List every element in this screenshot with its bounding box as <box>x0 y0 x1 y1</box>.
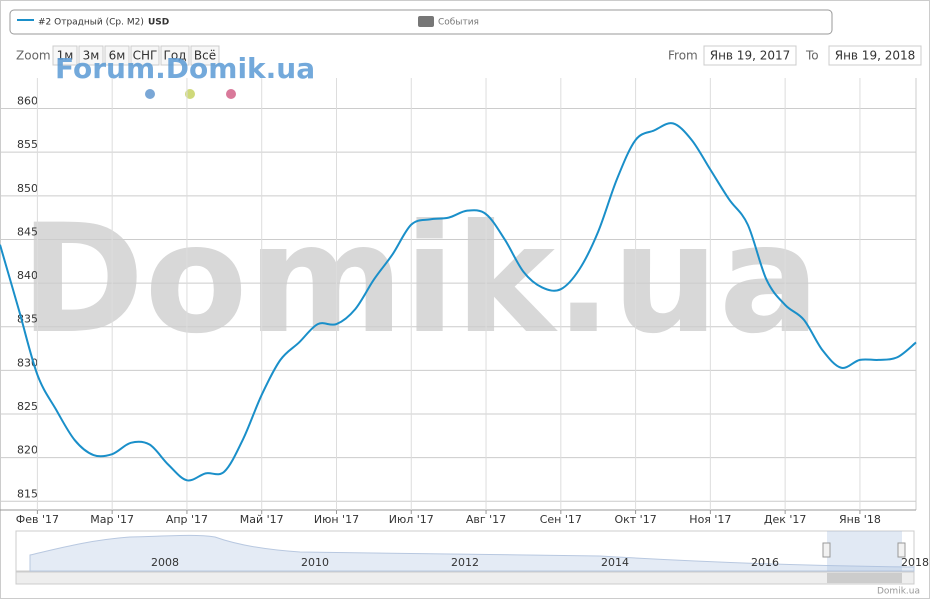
to-input-box <box>828 45 922 66</box>
x-tick-label: Авг '17 <box>466 513 506 526</box>
from-label: From <box>668 49 698 63</box>
zoom-button[interactable] <box>160 45 190 66</box>
zoom-button[interactable] <box>78 45 104 66</box>
x-tick-label: Апр '17 <box>166 513 208 526</box>
y-tick-label: 850 <box>17 182 38 195</box>
x-tick-label: Дек '17 <box>764 513 807 526</box>
zoom-button-label[interactable]: СНГ <box>133 49 158 63</box>
from-input-box <box>703 45 797 66</box>
legend-label[interactable]: #2 Отрадный (Ср. М2) <box>38 18 144 28</box>
x-tick-label: Ноя '17 <box>689 513 731 526</box>
dot <box>185 89 195 99</box>
navigator-year: 2016 <box>751 556 779 569</box>
dot <box>226 89 236 99</box>
series-line <box>0 122 917 482</box>
zoom-button-label[interactable]: 3м <box>83 49 100 63</box>
zoom-button[interactable] <box>130 45 160 66</box>
navigator-handle[interactable] <box>822 542 831 558</box>
navigator-year: 2014 <box>601 556 629 569</box>
zoom-button-label[interactable]: Год <box>164 49 187 63</box>
zoom-button[interactable] <box>52 45 78 66</box>
navigator-labels: 2008 2010 2012 2014 2016 2018 <box>151 556 929 569</box>
x-tick-label: Сен '17 <box>540 513 582 526</box>
navigator-year: 2010 <box>301 556 329 569</box>
y-tick-label: 825 <box>17 400 38 413</box>
y-tick-label: 860 <box>17 95 38 108</box>
watermark-small: Forum.Domik.ua <box>55 52 315 85</box>
zoom-button-label[interactable]: 6м <box>109 49 126 63</box>
to-label: To <box>805 49 819 63</box>
zoom-button-label[interactable]: 1м <box>57 49 74 63</box>
x-tick-label: Мар '17 <box>90 513 134 526</box>
navigator-window[interactable] <box>827 531 902 571</box>
zoom-label: Zoom <box>16 49 51 63</box>
dot <box>145 89 155 99</box>
navigator-area <box>29 534 915 572</box>
y-tick-label: 845 <box>17 225 38 238</box>
y-tick-label: 855 <box>17 138 38 151</box>
events-label[interactable]: События <box>438 18 479 28</box>
from-input[interactable]: Янв 19, 2017 <box>710 49 791 63</box>
zoom-button[interactable] <box>190 45 220 66</box>
navigator-handle[interactable] <box>897 542 906 558</box>
scrollbar-thumb[interactable] <box>827 573 902 583</box>
legend-unit: USD <box>148 18 169 28</box>
y-tick-label: 820 <box>17 444 38 457</box>
events-swatch <box>418 16 434 27</box>
navigator-year: 2012 <box>451 556 479 569</box>
watermark-big: Domik.ua <box>20 193 820 367</box>
navigator-year: 2008 <box>151 556 179 569</box>
zoom-buttons: 1м 3м 6м СНГ Год Всё <box>52 45 220 66</box>
navigator-year: 2018 <box>901 556 929 569</box>
y-tick-label: 840 <box>17 269 38 282</box>
scrollbar[interactable] <box>15 571 915 585</box>
x-tick-label: Июн '17 <box>314 513 359 526</box>
x-tick-label: Май '17 <box>240 513 284 526</box>
y-tick-label: 815 <box>17 487 38 500</box>
to-input[interactable]: Янв 19, 2018 <box>835 49 916 63</box>
x-tick-label: Окт '17 <box>614 513 656 526</box>
x-tick-label: Июл '17 <box>389 513 434 526</box>
x-tick-label: Янв '18 <box>839 513 881 526</box>
x-tick-label: Фев '17 <box>16 513 59 526</box>
zoom-button[interactable] <box>104 45 130 66</box>
zoom-button-label[interactable]: Всё <box>194 49 216 63</box>
credit[interactable]: Domik.ua <box>877 587 920 597</box>
